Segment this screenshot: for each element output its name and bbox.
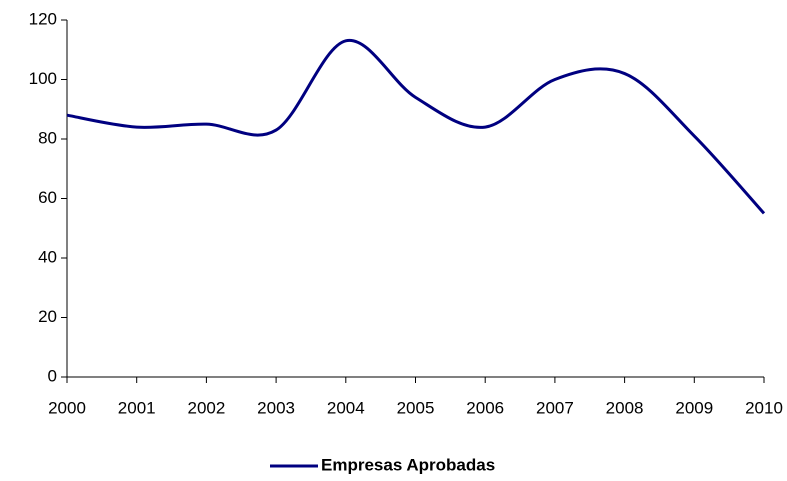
y-tick-label: 0 <box>48 366 57 385</box>
data-line <box>66 39 766 215</box>
legend-label: Empresas Aprobadas <box>321 455 495 474</box>
x-tick-label: 2005 <box>397 398 435 417</box>
x-tick-label: 2010 <box>745 398 783 417</box>
x-tick-label: 2003 <box>257 398 295 417</box>
x-tick-label: 2001 <box>118 398 156 417</box>
x-tick-label: 2004 <box>327 398 365 417</box>
y-tick-label: 40 <box>38 247 57 266</box>
y-tick-label: 120 <box>29 9 57 28</box>
y-tick-label: 60 <box>38 188 57 207</box>
x-tick-label: 2000 <box>48 398 86 417</box>
x-tick-label: 2007 <box>536 398 574 417</box>
x-tick-label: 2009 <box>675 398 713 417</box>
y-tick-label: 20 <box>38 307 57 326</box>
x-tick-label: 2006 <box>466 398 504 417</box>
x-tick-label: 2008 <box>606 398 644 417</box>
x-tick-label: 2002 <box>187 398 225 417</box>
y-tick-label: 100 <box>29 69 57 88</box>
y-tick-label: 80 <box>38 128 57 147</box>
